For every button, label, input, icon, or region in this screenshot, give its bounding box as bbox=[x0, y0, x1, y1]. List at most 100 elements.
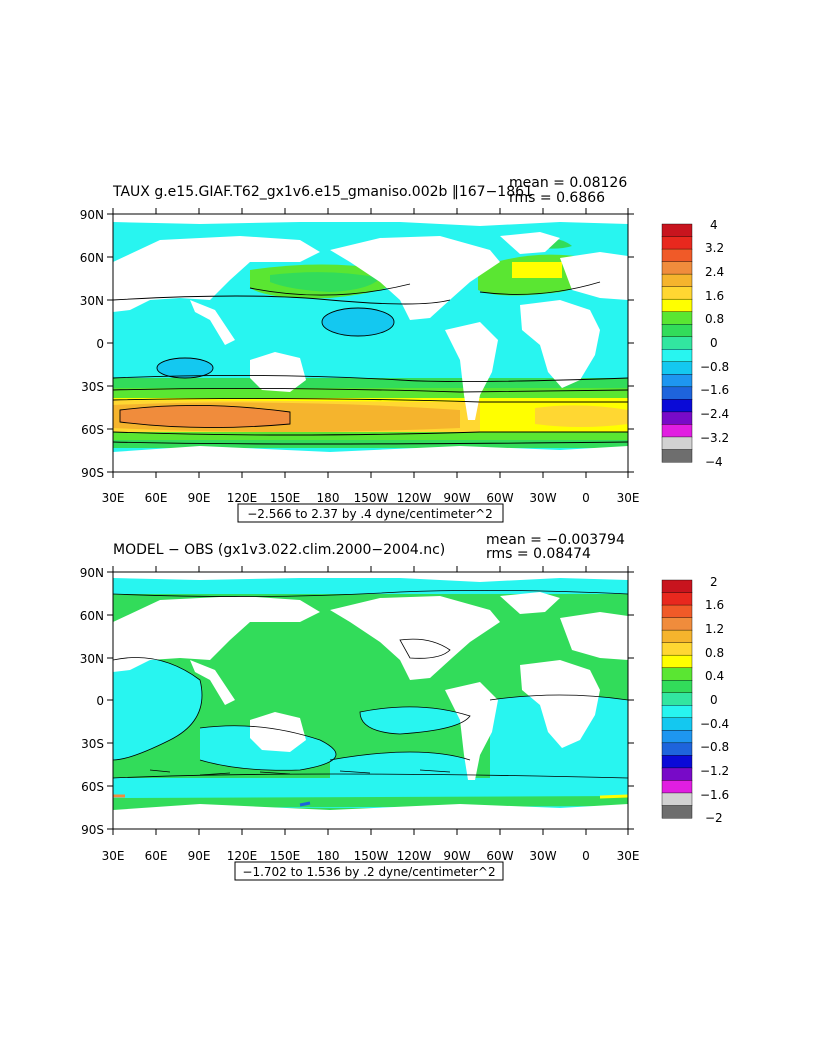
lon-label: 0 bbox=[582, 849, 590, 863]
colorbar-swatch bbox=[661, 767, 693, 781]
colorbar-label: 0.8 bbox=[705, 646, 724, 660]
colorbar-swatch bbox=[661, 236, 693, 250]
north-america-land bbox=[330, 236, 500, 320]
colorbar-swatch bbox=[661, 374, 693, 388]
lon-label: 90E bbox=[188, 491, 211, 505]
colorbar-swatch bbox=[661, 717, 693, 731]
lat-label: 60N bbox=[80, 609, 104, 623]
south-america-land bbox=[445, 682, 498, 780]
lon-label: 0 bbox=[582, 491, 590, 505]
lat-label: 0 bbox=[96, 694, 104, 708]
colorbar-swatch bbox=[661, 361, 693, 375]
colorbar-swatch bbox=[661, 592, 693, 606]
lon-label: 60W bbox=[486, 491, 513, 505]
colorbar-swatch bbox=[661, 667, 693, 681]
north-america-land bbox=[330, 596, 500, 680]
australia-land bbox=[250, 352, 306, 392]
colorbar-swatch bbox=[661, 742, 693, 756]
pacific-minimum bbox=[322, 308, 394, 336]
colorbar-label: −4 bbox=[705, 455, 723, 469]
lon-label: 150W bbox=[354, 849, 389, 863]
colorbar-swatch bbox=[661, 261, 693, 275]
colorbar-label: 3.2 bbox=[705, 241, 724, 255]
bottom-lon-axis: 30E 60E 90E 120E 150E 180 150W 120W 90W … bbox=[102, 849, 640, 863]
southern-westerly-maximum bbox=[120, 405, 290, 428]
lat-label: 60S bbox=[81, 780, 104, 794]
colorbar-label: 0.4 bbox=[705, 669, 724, 683]
lon-label: 30E bbox=[102, 491, 125, 505]
colorbar-swatch bbox=[661, 780, 693, 794]
lat-label: 60N bbox=[80, 251, 104, 265]
south-america-land bbox=[445, 322, 498, 420]
lon-label: 120W bbox=[397, 849, 432, 863]
bottom-map bbox=[113, 572, 628, 829]
bottom-colorbar-labels: 2 1.6 1.2 0.8 0.4 0 −0.4 −0.8 −1.2 −1.6 … bbox=[700, 575, 729, 825]
colorbar-swatch bbox=[661, 311, 693, 325]
top-ticks bbox=[107, 208, 634, 478]
colorbar-swatch bbox=[661, 604, 693, 619]
top-panel-title: TAUX g.e15.GIAF.T62_gx1v6.e15_gmaniso.00… bbox=[112, 184, 533, 200]
top-colorbar bbox=[661, 223, 693, 463]
colorbar-swatch bbox=[661, 386, 693, 400]
colorbar-label: −2.4 bbox=[700, 407, 729, 421]
lon-label: 30E bbox=[617, 849, 640, 863]
lon-label: 150E bbox=[270, 849, 301, 863]
colorbar-swatch bbox=[661, 286, 693, 300]
top-map bbox=[113, 214, 628, 472]
lat-label: 90S bbox=[81, 466, 104, 480]
top-panel-rms: rms = 0.6866 bbox=[509, 190, 605, 206]
colorbar-swatch bbox=[661, 705, 693, 719]
lon-label: 120E bbox=[227, 491, 258, 505]
colorbar-swatch bbox=[661, 629, 693, 644]
bottom-panel-mean: mean = −0.003794 bbox=[486, 532, 625, 548]
lat-label: 0 bbox=[96, 337, 104, 351]
colorbar-label: 0 bbox=[710, 336, 718, 350]
bottom-panel: mean = −0.003794 rms = 0.08474 MODEL − O… bbox=[80, 532, 729, 881]
africa-land bbox=[520, 660, 600, 748]
colorbar-swatch bbox=[661, 298, 693, 313]
top-contours bbox=[113, 281, 628, 445]
colorbar-label: 1.6 bbox=[705, 598, 724, 612]
lon-label: 60E bbox=[145, 491, 168, 505]
colorbar-label: 1.2 bbox=[705, 622, 724, 636]
bottom-panel-title: MODEL − OBS (gx1v3.022.clim.2000−2004.nc… bbox=[113, 542, 445, 558]
lon-label: 30E bbox=[102, 849, 125, 863]
colorbar-swatch bbox=[661, 617, 693, 631]
europe-land bbox=[560, 612, 628, 660]
lon-label: 90W bbox=[443, 849, 470, 863]
top-lat-axis: 90N 60N 30N 0 30S 60S 90S bbox=[80, 208, 104, 480]
antarctica-land bbox=[113, 446, 628, 472]
bottom-colorbar bbox=[661, 579, 693, 819]
colorbar-swatch bbox=[661, 424, 693, 438]
lon-label: 150E bbox=[270, 491, 301, 505]
top-colorbar-labels: 4 3.2 2.4 1.6 0.8 0 −0.8 −1.6 −2.4 −3.2 … bbox=[700, 218, 729, 469]
colorbar-label: 0.8 bbox=[705, 312, 724, 326]
colorbar-swatch bbox=[661, 730, 693, 744]
colorbar-swatch bbox=[661, 792, 693, 806]
colorbar-swatch bbox=[661, 273, 693, 288]
colorbar-swatch bbox=[661, 349, 693, 363]
lat-label: 30N bbox=[80, 652, 104, 666]
colorbar-label: −2 bbox=[705, 811, 723, 825]
colorbar-label: 2.4 bbox=[705, 265, 724, 279]
indian-minimum bbox=[157, 358, 213, 378]
colorbar-label: 0 bbox=[710, 693, 718, 707]
antarctica-land bbox=[113, 804, 628, 829]
top-lon-axis: 30E 60E 90E 120E 150E 180 150W 120W 90W … bbox=[102, 491, 640, 505]
north-atlantic-maximum bbox=[512, 262, 562, 278]
colorbar-label: −0.4 bbox=[700, 717, 729, 731]
lat-label: 90S bbox=[81, 823, 104, 837]
colorbar-swatch bbox=[661, 399, 693, 413]
lat-label: 90N bbox=[80, 566, 104, 580]
colorbar-label: −1.6 bbox=[700, 383, 729, 397]
colorbar-swatch bbox=[661, 579, 693, 594]
lon-label: 150W bbox=[354, 491, 389, 505]
colorbar-label: 4 bbox=[710, 218, 718, 232]
lon-label: 120W bbox=[397, 491, 432, 505]
lon-label: 30W bbox=[529, 849, 556, 863]
colorbar-swatch bbox=[661, 692, 693, 706]
colorbar-swatch bbox=[661, 411, 693, 425]
lon-label: 30W bbox=[529, 491, 556, 505]
lon-label: 60W bbox=[486, 849, 513, 863]
